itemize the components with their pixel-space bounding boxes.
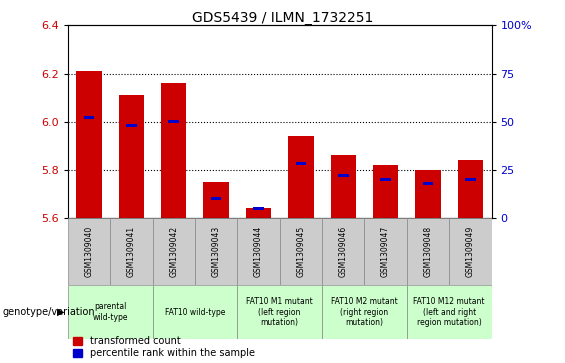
Bar xyxy=(364,218,407,285)
Text: GSM1309049: GSM1309049 xyxy=(466,226,475,277)
Bar xyxy=(322,285,407,339)
Bar xyxy=(458,160,483,218)
Bar xyxy=(280,218,322,285)
Bar xyxy=(407,285,492,339)
Bar xyxy=(161,83,186,218)
Text: GDS5439 / ILMN_1732251: GDS5439 / ILMN_1732251 xyxy=(192,11,373,25)
Text: FAT10 M2 mutant
(right region
mutation): FAT10 M2 mutant (right region mutation) xyxy=(331,297,398,327)
Bar xyxy=(68,218,110,285)
Text: FAT10 M12 mutant
(left and right
region mutation): FAT10 M12 mutant (left and right region … xyxy=(414,297,485,327)
Text: FAT10 wild-type: FAT10 wild-type xyxy=(165,308,225,317)
Bar xyxy=(373,165,398,218)
Text: GSM1309041: GSM1309041 xyxy=(127,226,136,277)
Bar xyxy=(110,218,153,285)
Bar xyxy=(246,208,271,218)
Text: GSM1309043: GSM1309043 xyxy=(212,226,220,277)
Bar xyxy=(380,178,391,181)
Text: GSM1309040: GSM1309040 xyxy=(85,226,93,277)
Bar xyxy=(68,285,153,339)
Text: GSM1309046: GSM1309046 xyxy=(339,226,347,277)
Bar xyxy=(253,207,264,210)
Legend: transformed count, percentile rank within the sample: transformed count, percentile rank withi… xyxy=(73,336,255,358)
Bar xyxy=(76,71,102,218)
Bar xyxy=(195,218,237,285)
Bar xyxy=(237,218,280,285)
Bar xyxy=(237,285,322,339)
Bar xyxy=(449,218,492,285)
Bar xyxy=(211,197,221,200)
Text: GSM1309045: GSM1309045 xyxy=(297,226,305,277)
Text: genotype/variation: genotype/variation xyxy=(3,307,95,317)
Bar xyxy=(338,174,349,177)
Bar xyxy=(119,95,144,218)
Bar xyxy=(407,218,449,285)
Bar xyxy=(415,170,441,218)
Text: GSM1309048: GSM1309048 xyxy=(424,226,432,277)
Bar xyxy=(153,218,195,285)
Bar xyxy=(153,285,237,339)
Bar xyxy=(322,218,364,285)
Text: GSM1309044: GSM1309044 xyxy=(254,226,263,277)
Bar xyxy=(423,182,433,185)
Bar xyxy=(295,162,306,166)
Bar xyxy=(465,178,476,181)
Bar xyxy=(203,182,229,218)
Text: GSM1309042: GSM1309042 xyxy=(170,226,178,277)
Text: FAT10 M1 mutant
(left region
mutation): FAT10 M1 mutant (left region mutation) xyxy=(246,297,313,327)
Text: parental
wild-type: parental wild-type xyxy=(93,302,128,322)
Bar xyxy=(126,124,137,127)
Bar xyxy=(168,120,179,123)
Text: ▶: ▶ xyxy=(57,307,65,317)
Bar xyxy=(331,155,356,218)
Text: GSM1309047: GSM1309047 xyxy=(381,226,390,277)
Bar xyxy=(84,116,94,119)
Bar xyxy=(288,136,314,218)
